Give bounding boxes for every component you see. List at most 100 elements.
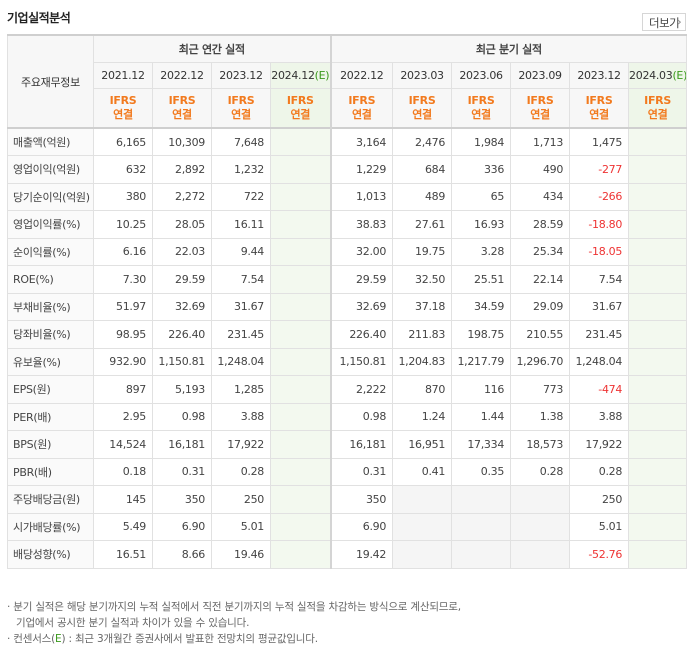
period-label: 2023.12 bbox=[219, 68, 263, 82]
quarter-value: 773 bbox=[510, 375, 571, 404]
quarter-value: 489 bbox=[392, 182, 453, 211]
annual-value: 2,272 bbox=[152, 182, 212, 211]
table-row: 당기순이익(억원) 380 2,272 722 1,013 489 65 434 -266 bbox=[7, 182, 688, 211]
annual-period: 2024.12(E) bbox=[269, 61, 332, 89]
row-label: 시가배당률(%) bbox=[7, 512, 94, 541]
annual-value: 722 bbox=[211, 182, 271, 211]
quarter-value bbox=[451, 512, 512, 541]
annual-value: 3.88 bbox=[211, 402, 271, 431]
quarter-value: 336 bbox=[451, 155, 512, 184]
quarter-period: 2023.12 bbox=[569, 61, 630, 89]
quarter-value: 211.83 bbox=[392, 320, 453, 349]
annual-value: 1,285 bbox=[211, 375, 271, 404]
ifrs-basis: IFRS 연결 bbox=[392, 87, 453, 129]
annual-value bbox=[269, 127, 332, 156]
quarter-value: 29.09 bbox=[510, 292, 571, 321]
annual-value: 226.40 bbox=[152, 320, 212, 349]
quarter-value: 6.90 bbox=[329, 512, 394, 541]
quarter-value bbox=[628, 512, 688, 541]
quarter-value: 32.50 bbox=[392, 265, 453, 294]
chevron-right-icon: › bbox=[677, 17, 682, 28]
annual-value bbox=[269, 320, 332, 349]
quarter-value: -277 bbox=[569, 155, 630, 184]
annual-value: 7.30 bbox=[93, 265, 153, 294]
annual-value: 32.69 bbox=[152, 292, 212, 321]
ifrs-label: IFRS bbox=[109, 93, 137, 107]
ifrs-basis: IFRS 연결 bbox=[569, 87, 630, 129]
quarter-value: 18,573 bbox=[510, 430, 571, 459]
annual-value: 10.25 bbox=[93, 210, 153, 239]
quarter-value: 3.28 bbox=[451, 237, 512, 266]
quarter-value: 16,951 bbox=[392, 430, 453, 459]
annual-value bbox=[269, 265, 332, 294]
annual-value: 1,150.81 bbox=[152, 347, 212, 376]
annual-value: 5.01 bbox=[211, 512, 271, 541]
ifrs-basis: IFRS 연결 bbox=[329, 87, 394, 129]
annual-value: 2,892 bbox=[152, 155, 212, 184]
quarter-value: 37.18 bbox=[392, 292, 453, 321]
quarter-value: 210.55 bbox=[510, 320, 571, 349]
annual-period: 2021.12 bbox=[93, 61, 153, 89]
quarter-value: -474 bbox=[569, 375, 630, 404]
annual-value: 1,248.04 bbox=[211, 347, 271, 376]
annual-value: 9.44 bbox=[211, 237, 271, 266]
annual-value: 0.18 bbox=[93, 457, 153, 486]
quarter-value bbox=[628, 155, 688, 184]
quarter-value: 1,713 bbox=[510, 127, 571, 156]
section-title: 기업실적분석 bbox=[7, 11, 71, 25]
period-label: 2023.12 bbox=[577, 68, 621, 82]
annual-value bbox=[269, 430, 332, 459]
quarter-value: 19.42 bbox=[329, 540, 394, 569]
quarter-value: -52.76 bbox=[569, 540, 630, 569]
ifrs-label: IFRS bbox=[408, 93, 436, 107]
annual-value: 22.03 bbox=[152, 237, 212, 266]
annual-value: 0.31 bbox=[152, 457, 212, 486]
annual-value: 897 bbox=[93, 375, 153, 404]
period-label: 2023.06 bbox=[459, 68, 503, 82]
annual-value bbox=[269, 182, 332, 211]
annual-value: 17,922 bbox=[211, 430, 271, 459]
quarter-value: 0.98 bbox=[329, 402, 394, 431]
annual-period: 2022.12 bbox=[152, 61, 212, 89]
quarter-value bbox=[628, 430, 688, 459]
annual-value: 29.59 bbox=[152, 265, 212, 294]
more-button[interactable]: 더보기 › bbox=[642, 13, 686, 31]
consolidated-label: 연결 bbox=[231, 107, 251, 121]
quarter-value bbox=[628, 540, 688, 569]
quarter-value: 16.93 bbox=[451, 210, 512, 239]
ifrs-basis: IFRS 연결 bbox=[628, 87, 688, 129]
consolidated-label: 연결 bbox=[172, 107, 192, 121]
row-label: 순이익률(%) bbox=[7, 237, 94, 266]
table-row: BPS(원) 14,524 16,181 17,922 16,181 16,951 17,3… bbox=[7, 430, 688, 459]
quarter-value: 1,248.04 bbox=[569, 347, 630, 376]
quarter-value: 2,222 bbox=[329, 375, 394, 404]
quarter-header: 최근 분기 실적 bbox=[329, 34, 688, 63]
annual-value: 350 bbox=[152, 485, 212, 514]
annual-value: 0.98 bbox=[152, 402, 212, 431]
ifrs-basis: IFRS 연결 bbox=[211, 87, 271, 129]
annual-value bbox=[269, 237, 332, 266]
table-row: 부채비율(%) 51.97 32.69 31.67 32.69 37.18 34.59 29.… bbox=[7, 292, 688, 321]
more-label: 더보기 bbox=[649, 16, 680, 30]
annual-value: 5.49 bbox=[93, 512, 153, 541]
row-label: 당좌비율(%) bbox=[7, 320, 94, 349]
quarter-value: 1,984 bbox=[451, 127, 512, 156]
quarter-value bbox=[451, 485, 512, 514]
quarter-value: 5.01 bbox=[569, 512, 630, 541]
ifrs-basis: IFRS 연결 bbox=[510, 87, 571, 129]
row-label: 부채비율(%) bbox=[7, 292, 94, 321]
row-label: PER(배) bbox=[7, 402, 94, 431]
annual-value: 5,193 bbox=[152, 375, 212, 404]
quarter-value: 226.40 bbox=[329, 320, 394, 349]
annual-value: 6.90 bbox=[152, 512, 212, 541]
quarter-value: 1,013 bbox=[329, 182, 394, 211]
quarter-value: 1,204.83 bbox=[392, 347, 453, 376]
annual-value: 250 bbox=[211, 485, 271, 514]
quarter-value: 31.67 bbox=[569, 292, 630, 321]
consolidated-label: 연결 bbox=[589, 107, 609, 121]
annual-value bbox=[269, 457, 332, 486]
table-row: 매출액(억원) 6,165 10,309 7,648 3,164 2,476 1,984 1,… bbox=[7, 127, 688, 156]
quarter-value: 1,229 bbox=[329, 155, 394, 184]
quarter-value bbox=[628, 457, 688, 486]
row-label: 당기순이익(억원) bbox=[7, 182, 94, 211]
